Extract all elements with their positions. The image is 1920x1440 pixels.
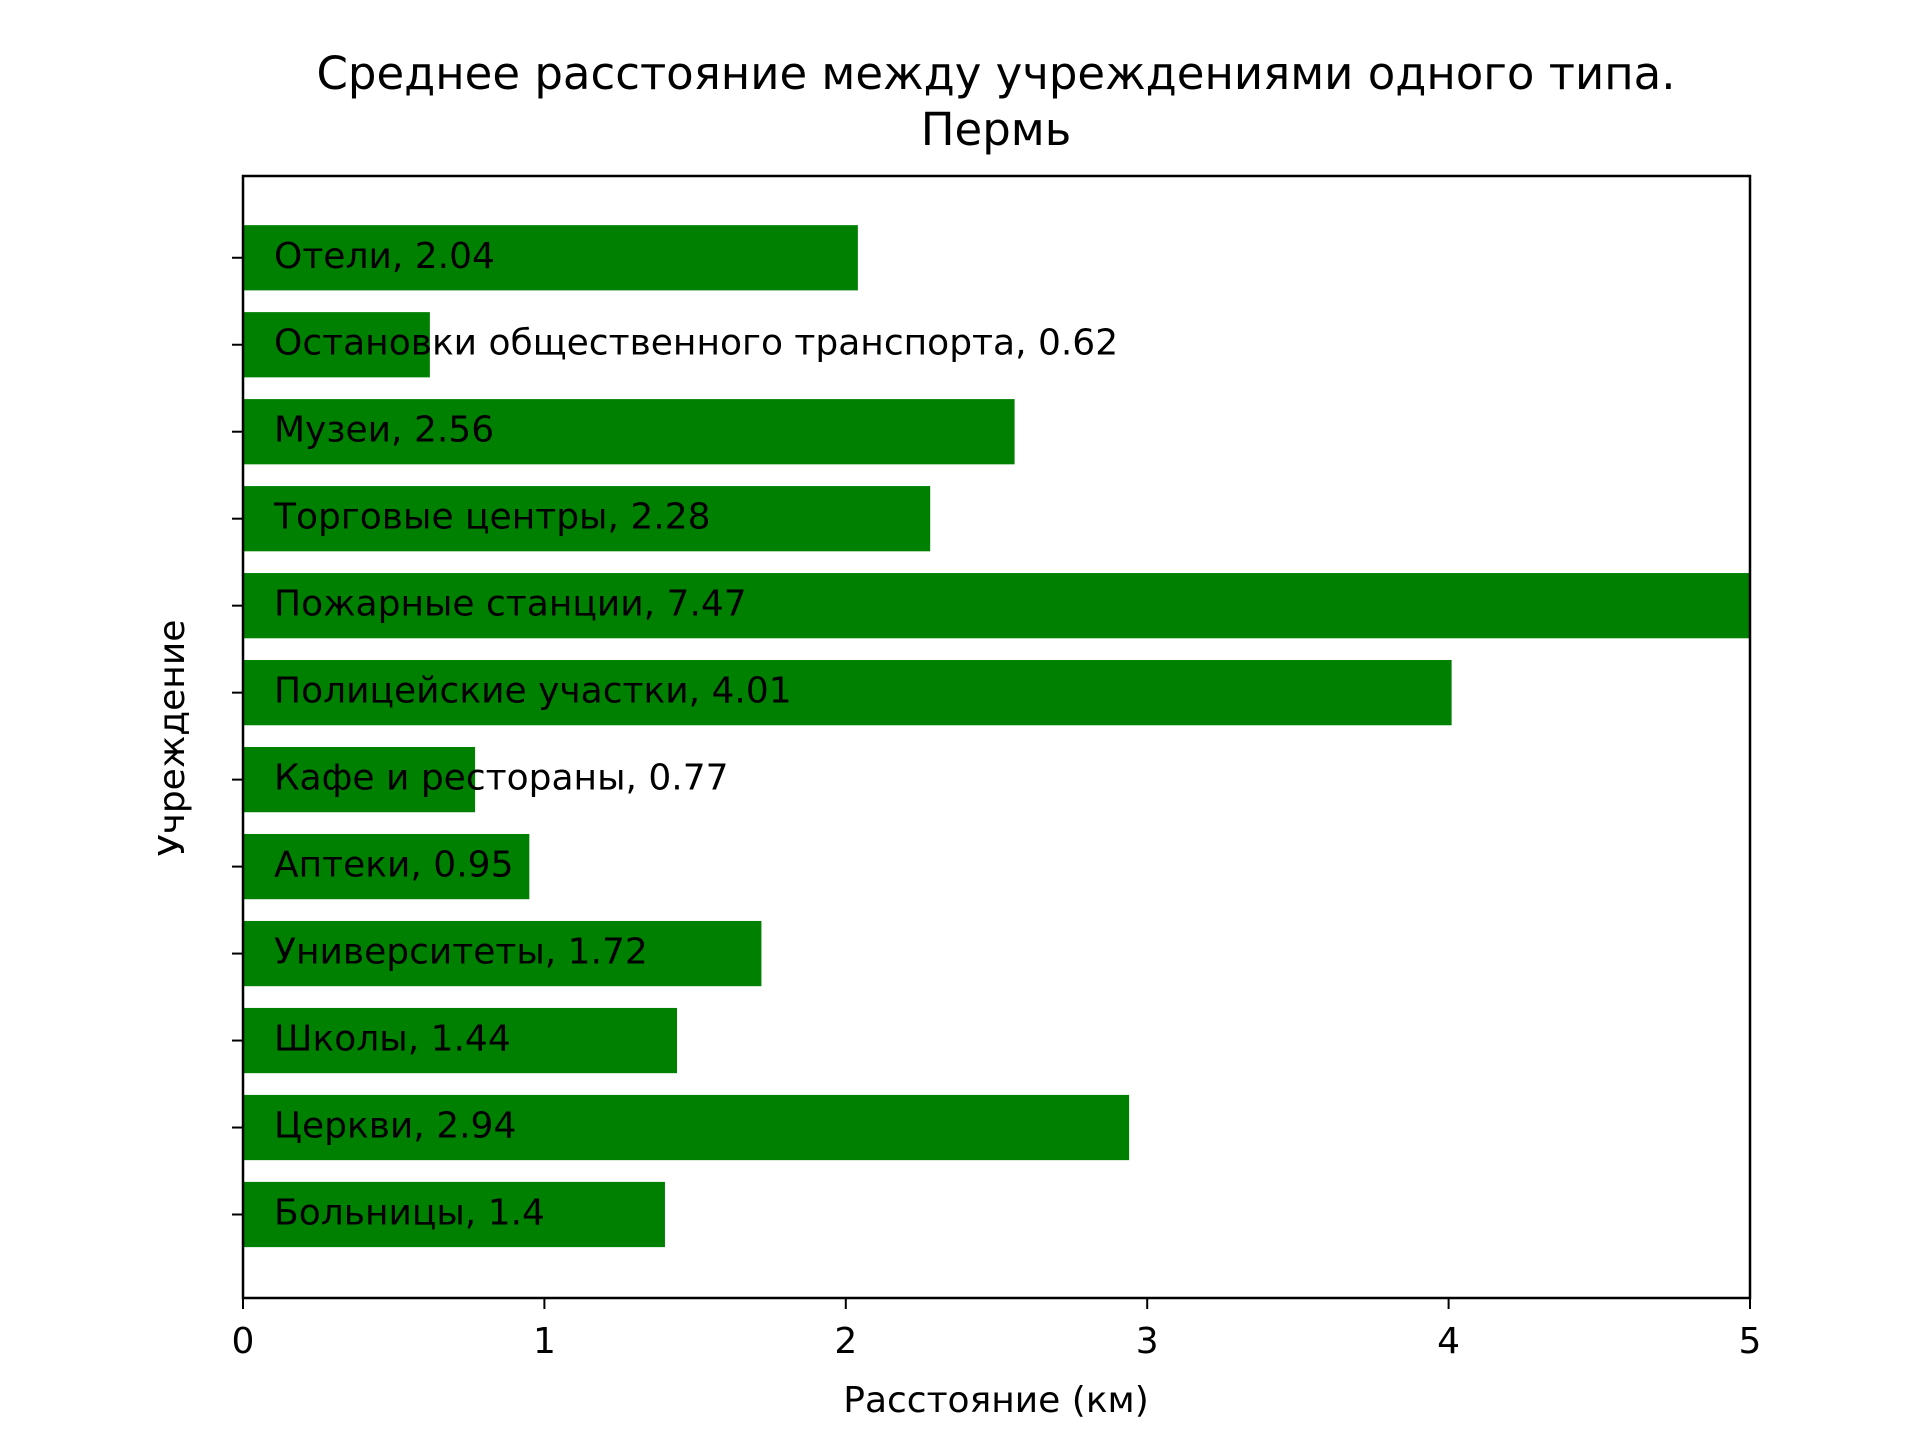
plot-area [243, 225, 1750, 1248]
bar-label: Музеи, 2.56 [274, 410, 494, 451]
bar-label: Кафе и рестораны, 0.77 [274, 758, 729, 799]
x-tick-label: 2 [834, 1321, 857, 1362]
bar-label: Пожарные станции, 7.47 [274, 584, 747, 625]
bar [243, 573, 1750, 639]
bar [243, 1181, 665, 1248]
bar-label: Торговые центры, 2.28 [273, 497, 711, 538]
bar [243, 920, 762, 987]
bar-label: Отели, 2.04 [274, 236, 495, 277]
bar [243, 225, 858, 291]
bar [243, 399, 1015, 465]
plot-frame [241, 174, 1752, 1300]
bar [243, 833, 530, 900]
chart-title: Среднее расстояние между учреждениями од… [316, 47, 1675, 156]
bar-label: Церкви, 2.94 [274, 1106, 516, 1147]
bar-label: Остановки общественного транспорта, 0.62 [274, 323, 1118, 364]
bar [243, 1007, 678, 1074]
bar [243, 747, 476, 813]
x-tick-label: 4 [1437, 1321, 1460, 1362]
bar-label: Полицейские участки, 4.01 [274, 671, 792, 712]
bar [243, 486, 931, 552]
bar-label: Школы, 1.44 [274, 1019, 511, 1060]
x-tick-label: 3 [1136, 1321, 1159, 1362]
bar [243, 660, 1452, 726]
bar-label: Аптеки, 0.95 [274, 845, 513, 886]
bar [243, 1094, 1130, 1161]
x-tick-label: 5 [1739, 1321, 1762, 1362]
bar [243, 312, 430, 378]
x-axis-label: Расстояние (км) [843, 1380, 1149, 1421]
x-tick-label: 0 [232, 1321, 255, 1362]
bar-label: Больницы, 1.4 [274, 1193, 545, 1234]
x-tick-label: 1 [533, 1321, 556, 1362]
bar-label: Университеты, 1.72 [274, 932, 648, 973]
y-axis-label: Учреждение [152, 620, 193, 857]
